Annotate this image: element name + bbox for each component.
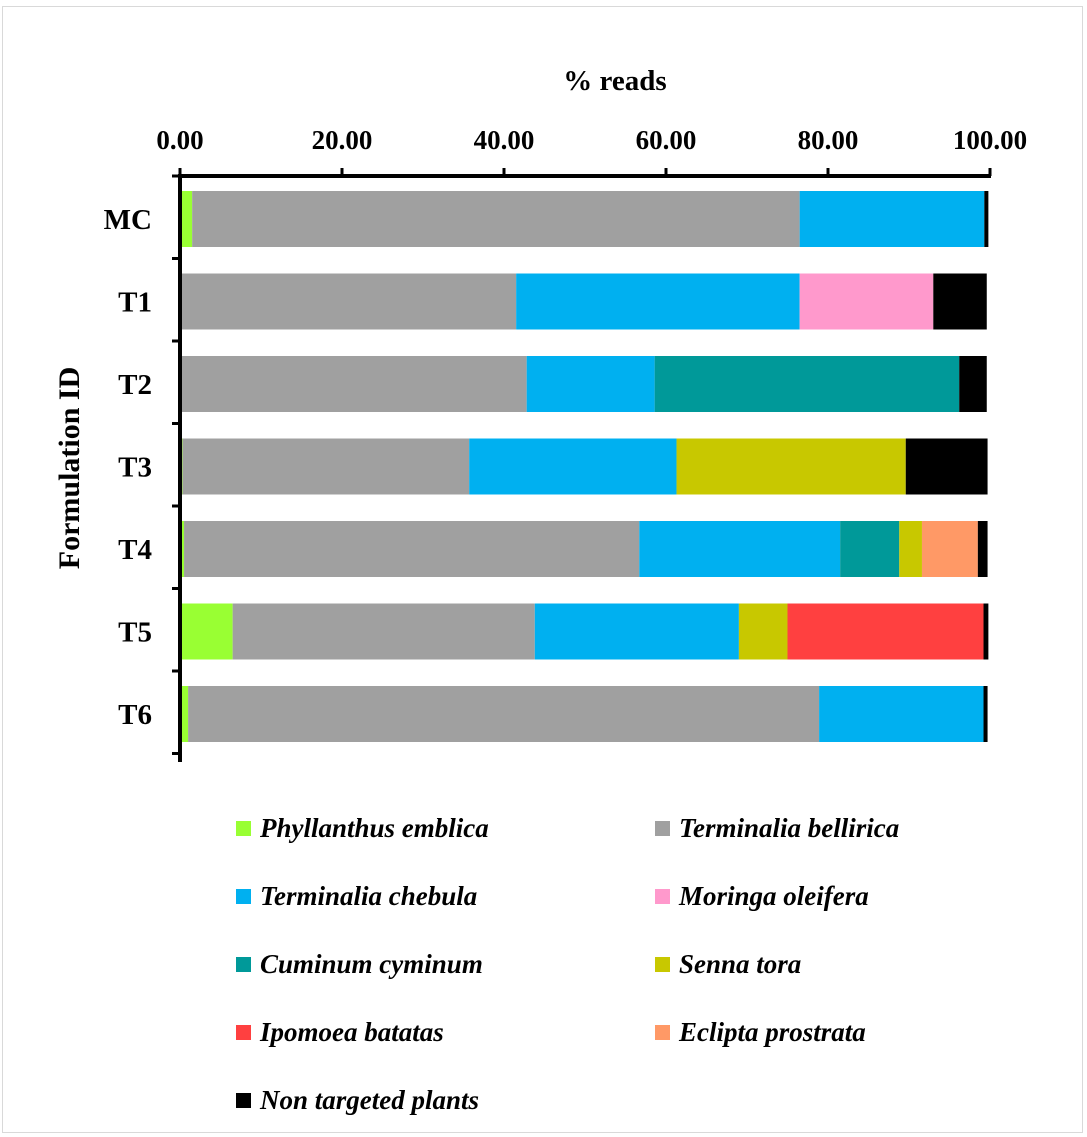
legend-label: Terminalia bellirica bbox=[679, 812, 900, 843]
x-tick-label: 100.00 bbox=[953, 125, 1027, 155]
bar-segment bbox=[180, 191, 193, 247]
legend-label: Cuminum cyminum bbox=[260, 948, 483, 979]
category-label: T1 bbox=[118, 287, 152, 319]
stacked-bar-chart: % reads Formulation ID MC T1 T2 T3 T4 T5 T6 0.0… bbox=[53, 65, 1027, 762]
bar-segment bbox=[526, 356, 655, 412]
chart-frame bbox=[2, 6, 1083, 1133]
legend-swatch bbox=[655, 956, 670, 972]
legend-item: Senna tora bbox=[655, 942, 801, 986]
bar-segment bbox=[983, 603, 989, 660]
legend-swatch bbox=[655, 820, 670, 836]
legend-item: Non targeted plants bbox=[236, 1078, 479, 1122]
legend-item: Terminalia chebula bbox=[236, 874, 477, 918]
x-tick-label: 20.00 bbox=[312, 125, 373, 155]
bar-segment bbox=[469, 438, 677, 495]
bar-segment bbox=[840, 521, 900, 577]
x-tick-label: 40.00 bbox=[474, 125, 535, 155]
legend-item: Phyllanthus emblica bbox=[236, 806, 489, 850]
legend-swatch bbox=[655, 1024, 670, 1040]
bar-segment bbox=[516, 273, 800, 330]
bar-segment bbox=[180, 356, 527, 412]
bar-segment bbox=[192, 191, 800, 247]
bar-segment bbox=[977, 521, 988, 577]
legend-swatch bbox=[236, 888, 251, 904]
legend-label: Terminalia chebula bbox=[260, 880, 478, 911]
bar-segment bbox=[921, 521, 978, 577]
legend-label: Non targeted plants bbox=[260, 1084, 480, 1115]
legend-swatch bbox=[236, 820, 251, 836]
bar-segment bbox=[180, 273, 517, 330]
legend-swatch bbox=[236, 956, 251, 972]
x-tick-label: 60.00 bbox=[636, 125, 697, 155]
category-label: T2 bbox=[118, 369, 152, 401]
legend-label: Eclipta prostrata bbox=[679, 1016, 866, 1047]
bar-segment bbox=[232, 603, 535, 660]
legend-label: Senna tora bbox=[679, 948, 802, 979]
x-tick-label: 80.00 bbox=[798, 125, 859, 155]
bar-segment bbox=[180, 521, 185, 577]
bar-segment bbox=[959, 356, 987, 412]
x-tick-label: 0.00 bbox=[156, 125, 203, 155]
category-label: T5 bbox=[118, 617, 152, 649]
bar-segment bbox=[787, 603, 984, 660]
bars-group bbox=[180, 191, 989, 742]
bar-segment bbox=[188, 686, 820, 742]
y-axis-label: Formulation ID bbox=[53, 367, 86, 570]
legend-label: Moringa oleifera bbox=[679, 880, 869, 911]
bar-segment bbox=[180, 603, 233, 660]
category-label: MC bbox=[104, 204, 152, 236]
legend-item: Eclipta prostrata bbox=[655, 1010, 866, 1054]
category-label: T3 bbox=[118, 452, 152, 484]
bar-segment bbox=[933, 273, 987, 330]
chart-title: % reads bbox=[563, 65, 666, 97]
bar-segment bbox=[819, 686, 984, 742]
legend-label: Phyllanthus emblica bbox=[260, 812, 489, 843]
bar-segment bbox=[180, 686, 189, 742]
bar-segment bbox=[983, 686, 988, 742]
legend-item: Moringa oleifera bbox=[655, 874, 869, 918]
legend-swatch bbox=[655, 888, 670, 904]
legend-item: Ipomoea batatas bbox=[236, 1010, 444, 1054]
bar-segment bbox=[182, 438, 470, 495]
bar-segment bbox=[905, 438, 988, 495]
category-label: T6 bbox=[118, 699, 152, 731]
legend-label: Ipomoea batatas bbox=[260, 1016, 444, 1047]
legend-swatch bbox=[236, 1024, 251, 1040]
bar-segment bbox=[899, 521, 922, 577]
bar-segment bbox=[799, 191, 985, 247]
bar-segment bbox=[676, 438, 906, 495]
category-label: T4 bbox=[118, 534, 152, 566]
axes-group: MC T1 T2 T3 T4 T5 T6 0.00 20.00 40.00 60.00 80.00 10… bbox=[104, 125, 1027, 762]
bar-segment bbox=[534, 603, 739, 660]
legend-item: Cuminum cyminum bbox=[236, 942, 483, 986]
bar-segment bbox=[639, 521, 841, 577]
bar-segment bbox=[184, 521, 640, 577]
bar-segment bbox=[799, 273, 934, 330]
bar-segment bbox=[984, 191, 989, 247]
legend-swatch bbox=[236, 1092, 251, 1108]
legend-item: Terminalia bellirica bbox=[655, 806, 899, 850]
bar-segment bbox=[654, 356, 960, 412]
bar-segment bbox=[738, 603, 788, 660]
